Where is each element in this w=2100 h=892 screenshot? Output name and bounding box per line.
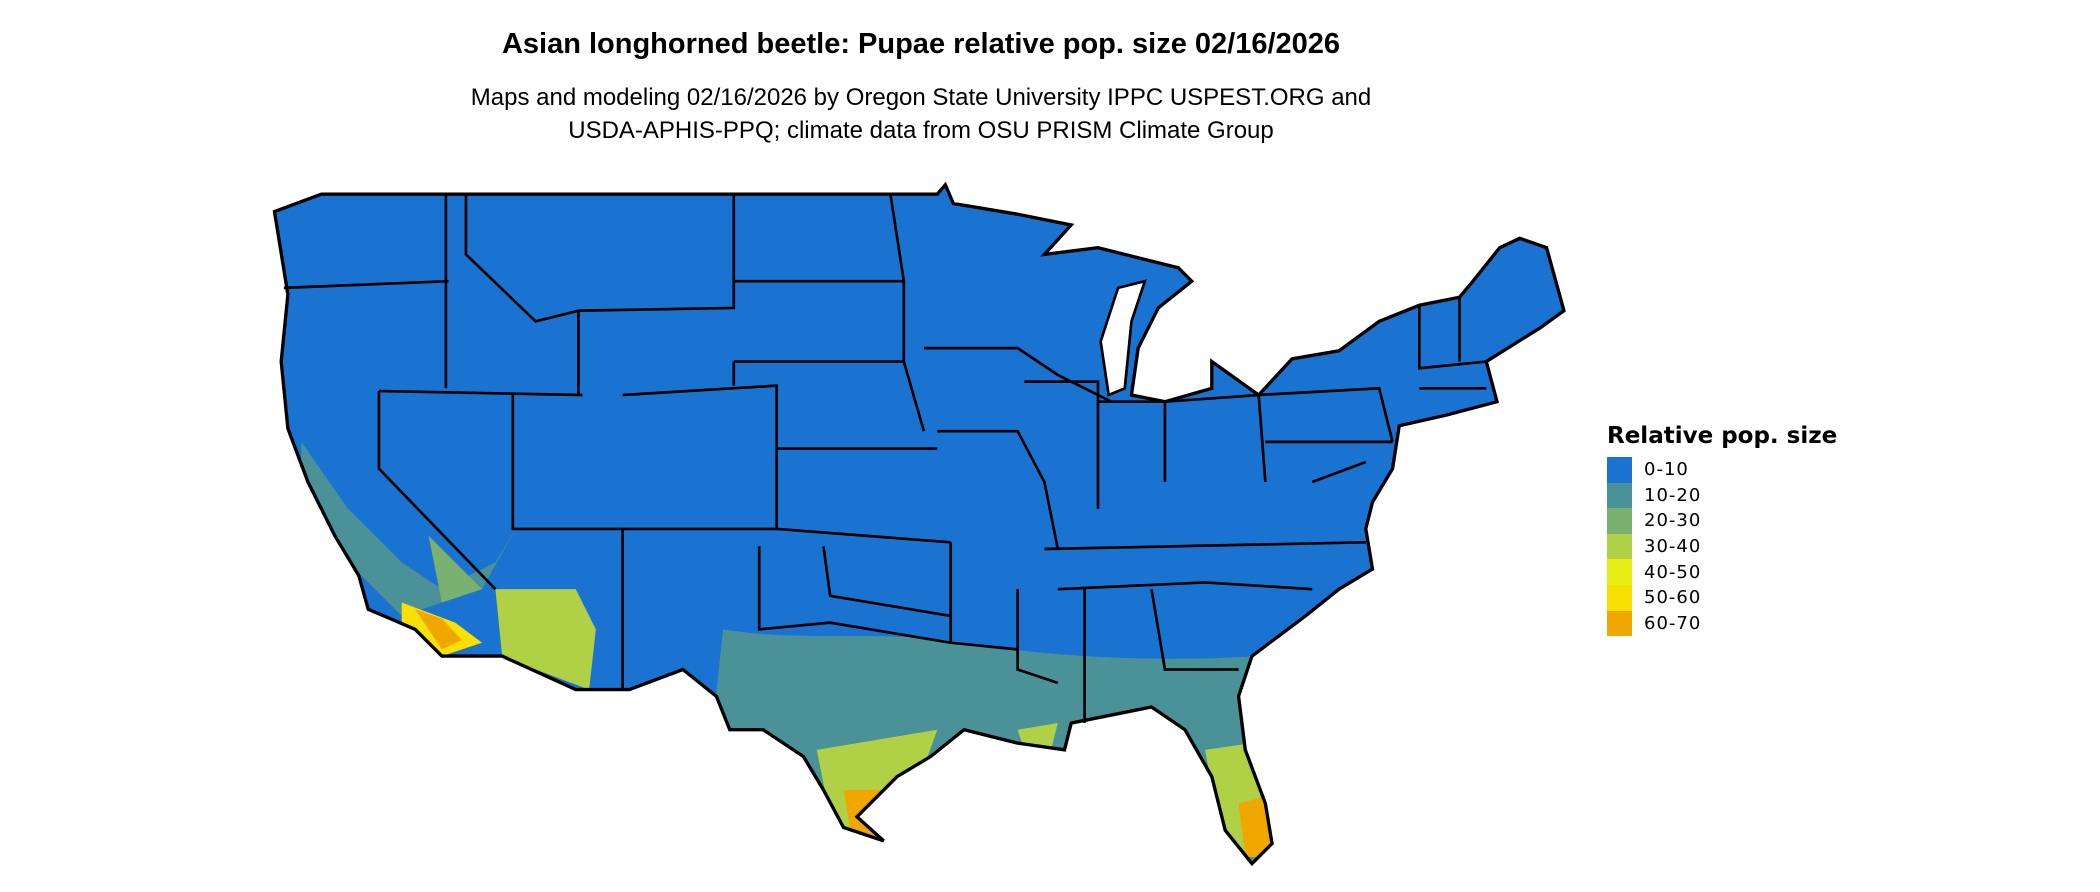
legend-item: 20-30 (1607, 508, 1837, 534)
state-border (776, 527, 951, 544)
population-zone (1238, 796, 1273, 857)
legend-item: 50-60 (1607, 584, 1837, 611)
population-zone (415, 609, 462, 650)
state-border (1311, 460, 1367, 484)
state-border (1150, 588, 1239, 671)
legend-label: 10-20 (1644, 484, 1702, 506)
state-border (378, 389, 583, 397)
legend-item: 10-20 (1607, 482, 1837, 509)
population-zone (495, 589, 596, 690)
lake-michigan (1099, 279, 1147, 397)
population-zone (428, 535, 483, 603)
state-border (822, 546, 951, 618)
us-outline (272, 181, 1566, 867)
legend-item: 30-40 (1607, 533, 1837, 560)
state-border (464, 194, 579, 323)
population-zone (301, 441, 516, 616)
legend-label: 50-60 (1644, 587, 1702, 609)
map-title: Asian longhorned beetle: Pupae relative … (501, 28, 1341, 60)
map-subtitle-line2: USDA-APHIS-PPQ; climate data from OSU PR… (568, 117, 1274, 144)
population-zone (696, 629, 1286, 864)
state-border (937, 429, 1060, 550)
us-base-fill (274, 184, 1564, 864)
state-border (283, 279, 449, 290)
legend-label: 40-50 (1644, 561, 1702, 583)
state-border (1016, 589, 1059, 685)
state-border (1024, 380, 1100, 509)
map-subtitle-line1: Maps and modeling 02/16/2026 by Oregon S… (470, 84, 1372, 111)
legend-label: 30-40 (1644, 536, 1702, 558)
state-border (578, 194, 736, 312)
state-border (902, 281, 926, 432)
legend-label: 0-10 (1644, 459, 1689, 481)
state-border (923, 346, 1112, 403)
legend-swatch (1607, 508, 1632, 534)
legend-swatch (1607, 584, 1632, 611)
legend-title: Relative pop. size (1607, 423, 1838, 449)
legend-swatch (1607, 559, 1632, 585)
legend-label: 20-30 (1644, 510, 1702, 532)
state-border (1044, 540, 1366, 551)
state-border (1258, 386, 1394, 443)
legend-swatch (1607, 482, 1632, 509)
state-border (377, 390, 497, 591)
legend-item: 60-70 (1607, 610, 1837, 637)
legend-label: 60-70 (1644, 612, 1702, 634)
state-border (757, 546, 951, 645)
legend-swatch (1607, 610, 1632, 637)
legend-item: 40-50 (1607, 559, 1837, 585)
state-border (1057, 581, 1313, 591)
state-border (622, 384, 778, 531)
state-border (1418, 305, 1487, 370)
legend-swatch (1607, 457, 1632, 483)
legend-swatch (1607, 533, 1632, 560)
legend-item: 0-10 (1607, 457, 1837, 483)
legend: Relative pop. size 0-10 10-20 20-30 30-40 40… (1607, 423, 1838, 637)
state-border (949, 542, 1018, 651)
state-border (511, 395, 624, 690)
